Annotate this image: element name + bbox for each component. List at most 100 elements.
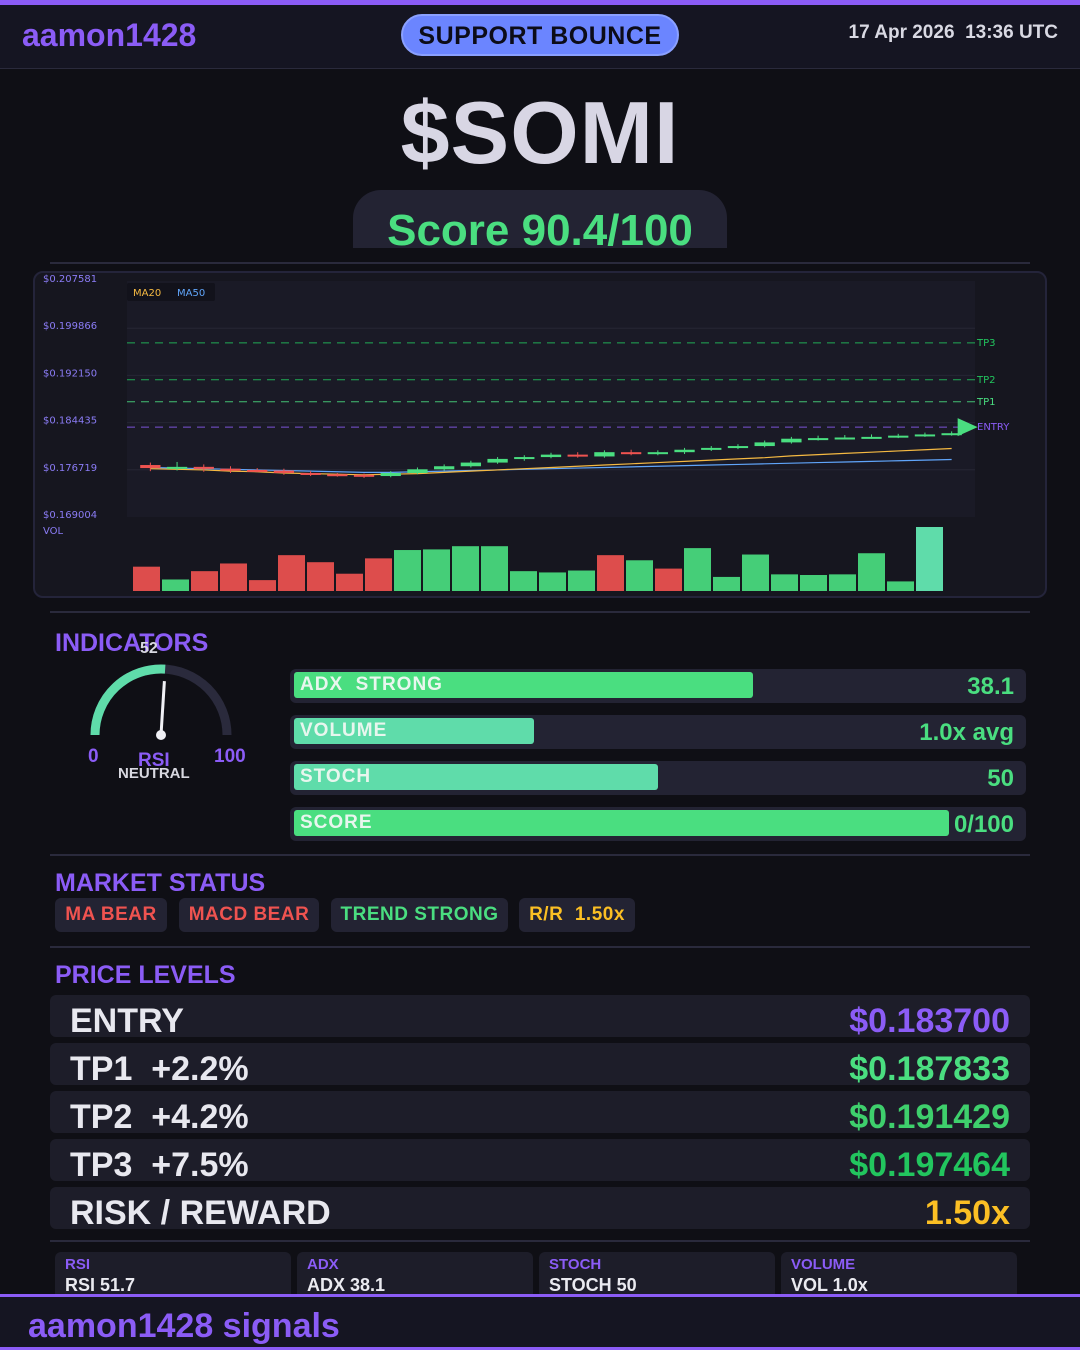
indicator-bar-label: VOLUME [300,720,388,741]
score-badge: Score 90.4/100 [353,190,727,248]
candle-body [701,447,722,450]
candle-body [754,442,775,447]
y-tick-label: $0.176719 [43,463,97,474]
stat-key: ADX [307,1256,339,1273]
stat-card-stoch: STOCH STOCH 50 [539,1252,775,1298]
divider [50,1240,1030,1242]
divider [50,854,1030,856]
status-tag: TREND STRONG [331,898,508,932]
candle-body [594,452,615,457]
legend-ma20: MA20 [133,288,161,299]
signal-type-badge: SUPPORT BOUNCE [401,14,679,56]
volume-bar [394,550,421,591]
rsi-state: NEUTRAL [118,765,190,782]
price-level-name: RISK / REWARD [70,1194,331,1232]
level-label-tp2: TP2 [976,375,996,386]
indicator-bar-stoch: STOCH 50 [290,761,1026,795]
stat-value: VOL 1.0x [791,1275,868,1295]
candle-body [914,434,936,437]
level-label-tp1: TP1 [976,397,996,408]
volume-label: VOL [43,526,64,537]
rsi-gauge-svg [90,664,232,740]
y-tick-label: $0.169004 [43,510,97,521]
gauge-hub [156,730,166,740]
indicator-bar-value: 38.1 [967,673,1014,700]
volume-bar [365,558,392,591]
price-level-value: $0.191429 [849,1098,1010,1136]
volume-bar [423,549,450,591]
gauge-needle [159,681,166,736]
volume-bar [307,562,334,591]
divider [50,262,1030,264]
price-level-name: TP2 +4.2% [70,1098,249,1136]
stat-key: VOLUME [791,1256,856,1273]
indicator-bar-fill [294,810,949,836]
price-chart: $0.207581 $0.199866 $0.192150 $0.184435 $0.1… [33,271,1047,598]
status-tag: R/R 1.50x [519,898,635,932]
rsi-max-label: 100 [214,746,246,767]
volume-bar [916,527,943,591]
ticker-symbol: $SOMI [400,83,680,182]
stat-value: ADX 38.1 [307,1275,386,1295]
volume-bar [829,574,856,591]
volume-bar [539,572,566,591]
volume-bar [568,570,595,591]
rsi-min-label: 0 [88,746,99,767]
candle-body [888,435,909,438]
legend-box [127,283,215,301]
level-label-entry: ENTRY [977,422,1010,433]
candle-body [273,470,295,473]
divider [50,611,1030,613]
indicator-bar-fill [294,764,658,790]
candle-body [380,472,401,477]
candle-body [861,436,882,439]
indicator-bar-value: 0/100 [953,811,1014,838]
candle-body [247,469,268,472]
brand-name: aamon1428 [22,17,197,53]
volume-bar [626,560,653,591]
footer-brand: aamon1428 signals [28,1307,340,1345]
divider [50,946,1030,948]
candle-body [620,452,642,455]
candle-body [193,466,214,469]
stat-card-volume: VOLUME VOL 1.0x [781,1252,1017,1298]
volume-bar [858,553,885,591]
volume-bar [220,563,247,591]
price-level-row: TP2 +4.2% $0.191429 [50,1091,1030,1136]
price-level-value: $0.183700 [849,1002,1010,1040]
volume-bar [684,548,711,591]
price-level-row: TP1 +2.2% $0.187833 [50,1043,1030,1088]
volume-bar [133,566,160,591]
price-level-name: TP3 +7.5% [70,1146,249,1184]
indicator-bar-fill [294,672,753,698]
volume-bar [191,571,218,591]
volume-bar [800,575,827,591]
candle-body [781,438,802,443]
price-level-value: 1.50x [924,1194,1010,1232]
y-tick-label: $0.184435 [43,416,97,427]
gauge-fill [90,664,166,736]
entry-arrow [957,418,978,437]
footer-bar: aamon1428 signals [0,1294,1080,1350]
price-level-value: $0.197464 [849,1146,1010,1184]
stat-card-adx: ADX ADX 38.1 [297,1252,533,1298]
plot-area [127,281,975,517]
candle-body [487,458,508,463]
market-status-title: MARKET STATUS [55,869,266,897]
candle-body [834,437,855,440]
indicator-bar-value: 50 [987,765,1014,792]
price-level-name: TP1 +2.2% [70,1050,249,1088]
candle-body [674,449,695,453]
candle-body [407,469,428,473]
candle-body [647,452,668,455]
rsi-value: 52 [140,640,158,657]
price-levels-title: PRICE LEVELS [55,961,236,989]
volume-bar [887,581,914,591]
price-level-row: TP3 +7.5% $0.197464 [50,1139,1030,1184]
indicator-bar-label: STOCH [300,766,372,787]
indicator-bar-label: ADX STRONG [300,674,443,695]
volume-bar [655,568,682,591]
legend-ma50: MA50 [177,288,205,299]
indicator-bar-adx: ADX STRONG 38.1 [290,669,1026,703]
y-tick-label: $0.199866 [43,321,97,332]
